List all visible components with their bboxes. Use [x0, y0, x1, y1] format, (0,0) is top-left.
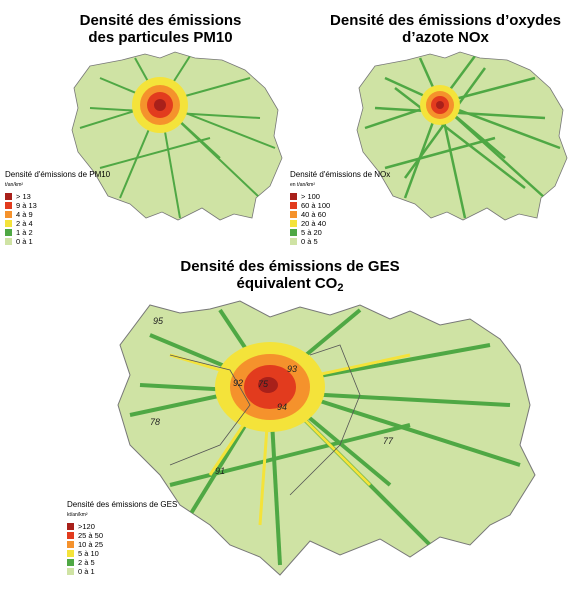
legend-label: 60 à 100 — [301, 200, 331, 210]
legend-item: 40 à 60 — [290, 210, 390, 219]
region-outline — [71, 51, 283, 221]
dept-label-93: 93 — [287, 364, 298, 374]
legend-swatch — [290, 202, 297, 209]
map-title-pm10: Densité des émissions des particules PM1… — [79, 12, 242, 46]
legend-label: >120 — [78, 521, 95, 531]
dept-label-78: 78 — [150, 417, 161, 427]
legend-swatch — [5, 229, 12, 236]
hotspot-core — [132, 77, 188, 133]
legend-swatch — [67, 550, 74, 557]
region-outline — [356, 51, 568, 221]
legend-swatch — [5, 193, 12, 200]
legend-pm10: Densité d'émissions de PM10 t/an/km² > 1… — [5, 170, 111, 246]
legend-item: 1 à 2 — [5, 228, 110, 237]
legend-item: 0 à 1 — [5, 237, 110, 246]
legend-label: 2 à 5 — [78, 557, 95, 567]
legend-label: 5 à 20 — [301, 227, 322, 237]
department-borders — [169, 344, 361, 496]
legend-swatch — [290, 220, 297, 227]
legend-item: 60 à 100 — [290, 201, 390, 210]
dept-label-77: 77 — [383, 436, 394, 446]
dept-label-91: 91 — [215, 466, 226, 476]
hotspot-core — [420, 85, 460, 125]
legend-rows: > 100 60 à 100 40 à 60 20 à 40 5 à 20 0 à 5 — [290, 192, 390, 246]
legend-label: 25 à 50 — [78, 530, 104, 540]
legend-nox: Densité d'émissions de NOx en t/an/km² >… — [290, 170, 391, 246]
legend-swatch — [67, 568, 74, 575]
legend-label: 2 à 4 — [16, 218, 33, 228]
legend-label: 5 à 10 — [78, 548, 99, 558]
legend-label: 9 à 13 — [16, 200, 37, 210]
legend-item: 20 à 40 — [290, 219, 390, 228]
hotspot-core — [215, 342, 325, 432]
legend-swatch — [67, 523, 74, 530]
legend-item: 4 à 9 — [5, 210, 110, 219]
dept-label-75: 75 — [258, 379, 269, 389]
legend-item: >120 — [67, 522, 177, 531]
legend-swatch — [290, 229, 297, 236]
legend-label: 4 à 9 — [16, 209, 33, 219]
legend-label: 0 à 5 — [301, 236, 318, 246]
legend-swatch — [290, 193, 297, 200]
legend-label: 20 à 40 — [301, 218, 327, 228]
legend-item: 0 à 5 — [290, 237, 390, 246]
legend-item: 2 à 5 — [67, 558, 177, 567]
map-nox — [356, 51, 568, 221]
region-outline — [117, 300, 536, 576]
legend-swatch — [290, 238, 297, 245]
legend-item: > 13 — [5, 192, 110, 201]
legend-item: 2 à 4 — [5, 219, 110, 228]
legend-label: 0 à 1 — [78, 566, 95, 576]
legend-swatch — [5, 220, 12, 227]
legend-swatch — [67, 532, 74, 539]
legend-label: > 13 — [16, 191, 31, 201]
legend-label: > 100 — [301, 191, 320, 201]
legend-swatch — [67, 541, 74, 548]
map-title-nox: Densité des émissions d’oxydes d’azote N… — [330, 12, 561, 46]
legend-swatch — [290, 211, 297, 218]
map-pm10 — [71, 51, 283, 221]
legend-swatch — [67, 559, 74, 566]
legend-item: 5 à 10 — [67, 549, 177, 558]
legend-item: 10 à 25 — [67, 540, 177, 549]
legend-swatch — [5, 211, 12, 218]
legend-item: 5 à 20 — [290, 228, 390, 237]
legend-item: 0 à 1 — [67, 567, 177, 576]
legend-item: 9 à 13 — [5, 201, 110, 210]
legend-label: 1 à 2 — [16, 227, 33, 237]
legend-swatch — [5, 238, 12, 245]
dept-label-92: 92 — [233, 378, 244, 388]
legend-ges: Densité des émissions de GES kt/an/km² >… — [67, 500, 178, 576]
legend-label: 40 à 60 — [301, 209, 327, 219]
map-title-ges: Densité des émissions de GES équivalent … — [180, 258, 400, 294]
legend-item: 25 à 50 — [67, 531, 177, 540]
legend-swatch — [5, 202, 12, 209]
dept-label-94: 94 — [277, 402, 288, 412]
map-ges — [117, 300, 536, 576]
legend-item: > 100 — [290, 192, 390, 201]
legend-label: 10 à 25 — [78, 539, 104, 549]
legend-label: 0 à 1 — [16, 236, 33, 246]
dept-label-95: 95 — [153, 316, 164, 326]
